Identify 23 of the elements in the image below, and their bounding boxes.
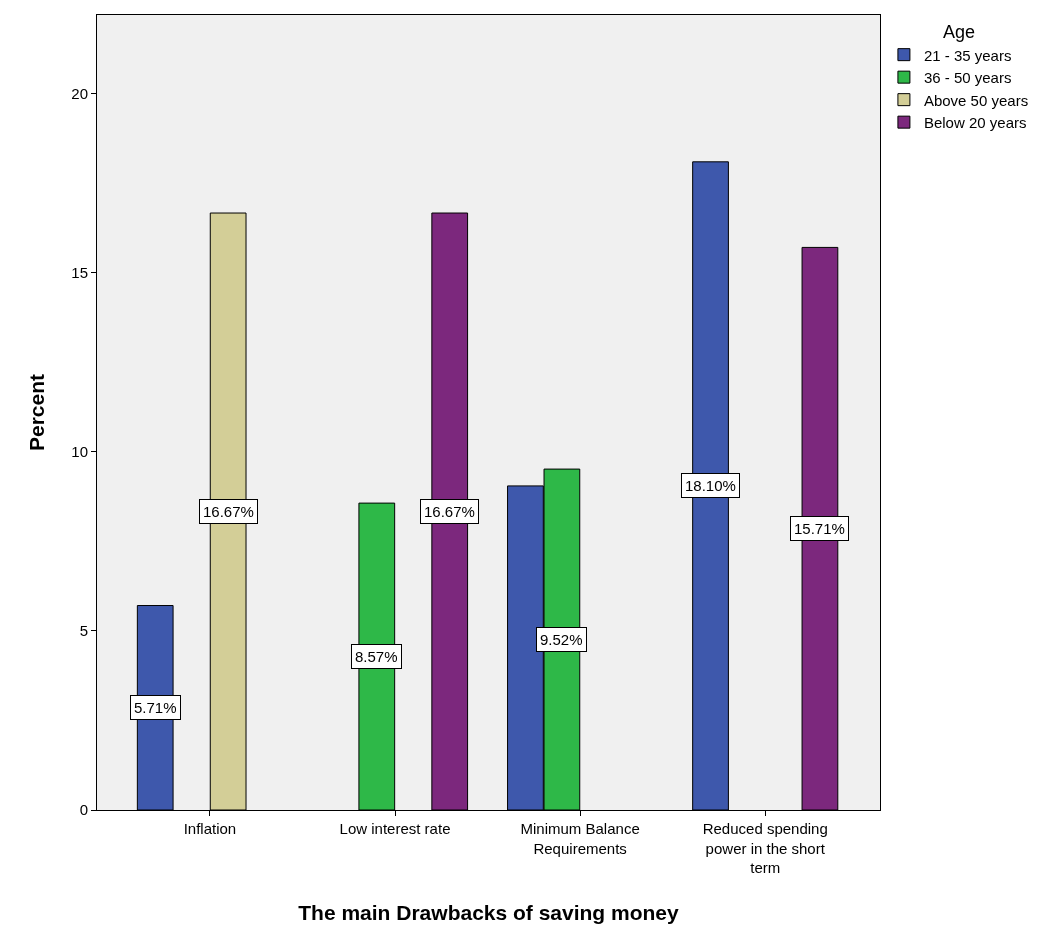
x-tick-label: Minimum Balance Requirements [520,820,640,857]
legend-label: Above 50 years [923,91,1029,109]
data-label: 5.71% [134,699,177,716]
x-axis-title: The main Drawbacks of saving money [298,901,680,925]
data-label: 9.52% [540,631,583,648]
legend-label: 36 - 50 years [923,69,1012,86]
data-label: 16.67% [203,503,254,520]
y-tick-label: 15 [71,264,88,282]
legend-label: Below 20 years [923,114,1027,131]
y-axis-title: Percent [25,373,49,452]
legend-label: 21 - 35 years [923,46,1012,64]
data-label: 8.57% [355,648,398,665]
y-tick-label: 5 [79,622,88,640]
y-tick-label: 10 [71,443,88,461]
x-tick-label: Inflation [183,820,237,837]
y-tick-label: 0 [79,801,88,819]
legend-title: Age [942,22,975,43]
y-tick-label: 20 [71,85,88,103]
data-label: 15.71% [794,520,845,537]
x-tick-label: Reduced spending power in the short term [702,820,828,876]
x-tick-label: Low interest rate [339,820,451,837]
data-label: 18.10% [685,477,736,494]
data-label: 16.67% [424,503,475,520]
